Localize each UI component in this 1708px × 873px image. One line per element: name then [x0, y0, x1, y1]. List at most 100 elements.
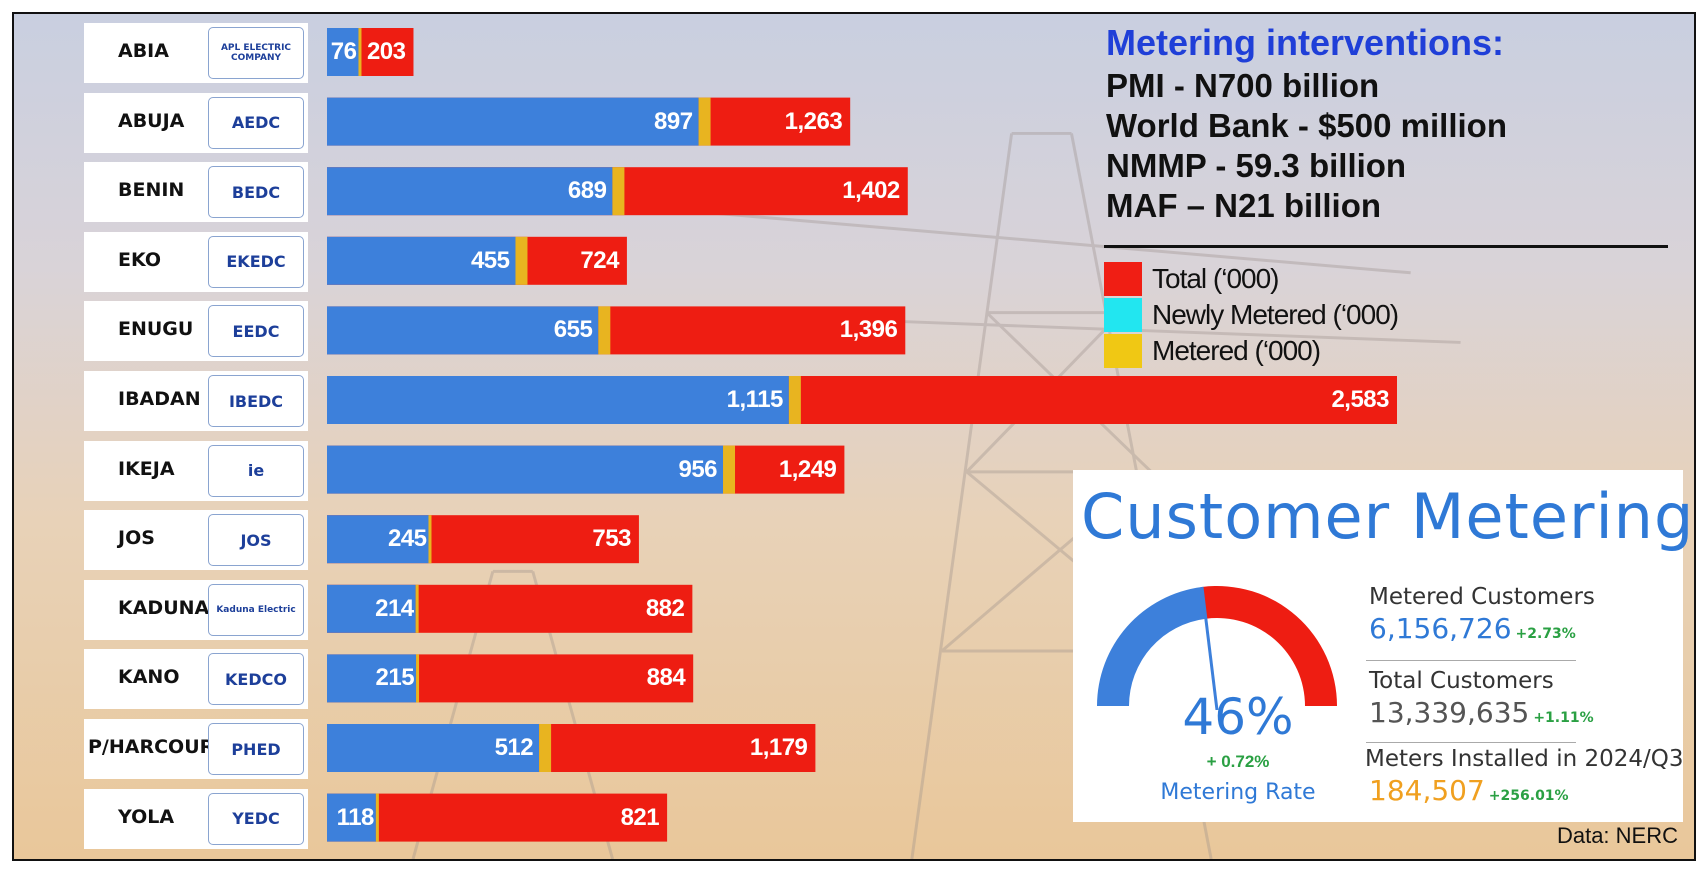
disco-logo: Kaduna Electric [208, 583, 304, 636]
bar-value-total: 821 [620, 803, 660, 831]
disco-logo-text: Kaduna Electric [216, 604, 296, 615]
category-label: IKEJA [118, 457, 175, 480]
interventions-title: Metering interventions: [1106, 22, 1505, 63]
bar-separator [358, 28, 362, 76]
disco-logo: IBEDC [208, 375, 304, 427]
category-label: YOLA [118, 805, 175, 828]
bar-value-total: 884 [646, 664, 686, 692]
gauge-needle [1200, 586, 1219, 710]
disco-logo-text: IBEDC [228, 391, 284, 411]
disco-logo-text: JOS [240, 530, 272, 550]
bar-value-metered: 76 [330, 38, 357, 65]
bar-metered [327, 376, 789, 424]
meters-installed-value: 184,507 [1369, 774, 1485, 807]
category-label: ABIA [118, 40, 169, 62]
disco-logo-text: AEDC [231, 113, 281, 133]
intervention-item: World Bank - $500 million [1106, 107, 1507, 144]
bar-separator [416, 654, 420, 703]
total-customers-label: Total Customers [1369, 668, 1554, 694]
bar-value-total: 882 [645, 594, 685, 622]
disco-logo: YEDC [208, 792, 304, 845]
total-customers-value: 13,339,635 [1369, 696, 1530, 729]
bar-value-metered: 689 [567, 177, 607, 205]
category-label: P/HARCOURT [88, 736, 227, 758]
legend-item-total: Total (‘000) [1104, 262, 1280, 296]
category-label: KADUNA [118, 596, 210, 619]
bar-metered [327, 724, 540, 772]
metering-rate-value: 46% [1182, 688, 1294, 746]
bar-total [327, 793, 668, 842]
metered-customers-change: +2.73% [1515, 626, 1576, 642]
disco-logo: PHED [208, 723, 304, 775]
bar-metered [327, 793, 376, 842]
bar-value-total: 203 [366, 38, 406, 65]
bar-separator [723, 445, 736, 494]
bar-value-metered: 897 [654, 107, 693, 135]
bar-value-metered: 214 [375, 594, 414, 622]
total-customers-stat: 13,339,635 +1.11% [1369, 696, 1594, 729]
intervention-item: NMMP - 59.3 billion [1106, 147, 1407, 184]
disco-logo-text: EEDC [232, 321, 280, 341]
metering-interventions: Metering interventions: PMI - N700 billi… [1106, 22, 1676, 226]
bar-metered [327, 306, 599, 355]
bar-separator [428, 515, 432, 564]
bar-separator [598, 306, 611, 355]
source-credit: Data: NERC [1556, 823, 1678, 848]
bar-separator [788, 376, 801, 424]
bar-metered [327, 28, 359, 76]
bar-separator [415, 584, 419, 633]
bar-metered [327, 236, 516, 285]
legend-item-newly-metered: Newly Metered (‘000) [1104, 298, 1399, 332]
disco-logo-text: ie [247, 461, 265, 481]
bar-value-total: 753 [592, 525, 631, 553]
bar-value-total: 1,249 [778, 455, 837, 483]
disco-logo: AEDC [208, 96, 304, 149]
disco-logo: ie [208, 444, 304, 497]
bar-separator [698, 97, 711, 146]
category-label: JOS [118, 527, 155, 550]
bar-metered [327, 97, 699, 146]
disco-logo: BEDC [208, 166, 304, 219]
disco-logo-text: BEDC [231, 182, 281, 202]
metering-rate-gauge [1097, 586, 1337, 710]
gauge-metered-arc [1097, 586, 1206, 706]
meters-installed-label: Meters Installed in 2024/Q3 [1365, 746, 1684, 772]
legend-item-metered: Metered (‘000) [1104, 334, 1321, 368]
disco-logo-text: KEDCO [225, 669, 287, 689]
disco-logo: EKEDC [208, 235, 304, 288]
disco-logo-text: APL ELECTRIC COMPANY [220, 43, 292, 63]
category-label: IBADAN [118, 388, 201, 410]
bar-metered [327, 515, 429, 564]
bar-value-metered: 655 [553, 316, 593, 344]
legend-swatch [1104, 262, 1142, 296]
legend-swatch [1104, 334, 1142, 368]
bar-value-total: 1,263 [784, 107, 843, 135]
metered-customers-stat: 6,156,726 +2.73% [1369, 612, 1576, 645]
category-label: EKO [118, 248, 162, 271]
bar-separator [375, 793, 379, 842]
bar-metered [327, 167, 613, 216]
divider [1104, 245, 1668, 248]
bar-value-total: 2,583 [1331, 386, 1389, 413]
category-label: KANO [118, 666, 180, 689]
divider [1366, 660, 1576, 661]
intervention-item: MAF – N21 billion [1106, 187, 1382, 224]
disco-logo-text: PHED [231, 739, 281, 759]
total-customers-change: +1.11% [1533, 710, 1594, 726]
bar-value-metered: 215 [375, 664, 415, 692]
gauge-unmetered-arc [1201, 586, 1337, 706]
legend-label: Metered (‘000) [1152, 335, 1321, 366]
bar-separator [539, 724, 552, 772]
meters-installed-stat: 184,507 +256.01% [1369, 774, 1569, 807]
disco-logo-text: YEDC [232, 809, 280, 829]
panel-title: Customer Metering [1081, 480, 1695, 553]
metering-rate-change: + 0.72% [1206, 752, 1270, 771]
bar-value-total: 1,402 [842, 177, 900, 205]
disco-logo: JOS [208, 514, 304, 567]
bar-separator [515, 236, 528, 285]
customer-metering-panel: Customer Metering 46% + 0.72% Metering R… [1073, 470, 1693, 822]
disco-logo: EEDC [208, 305, 304, 358]
bar-value-metered: 455 [470, 246, 510, 274]
bar-value-total: 724 [580, 246, 619, 274]
